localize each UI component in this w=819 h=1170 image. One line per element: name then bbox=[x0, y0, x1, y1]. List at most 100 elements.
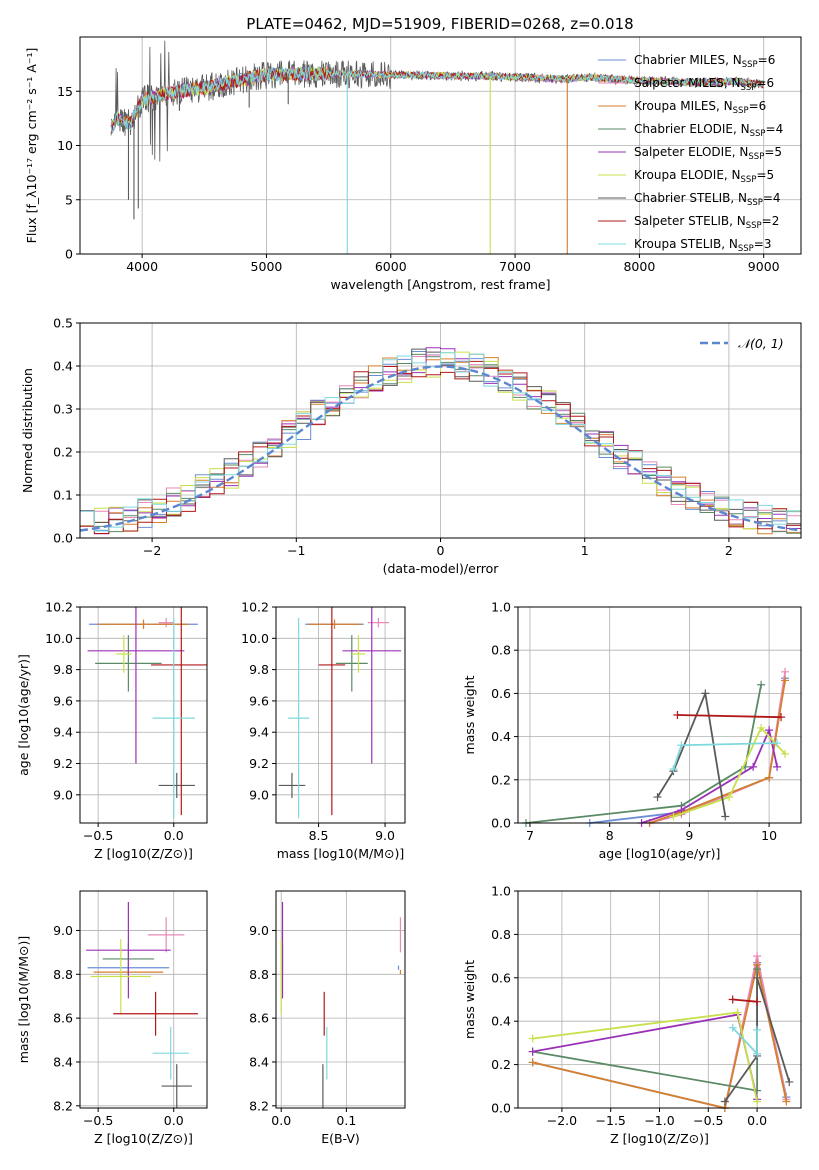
plot-area bbox=[80, 891, 207, 1108]
tick-label-y: 0.6 bbox=[491, 970, 511, 985]
weight-vs-metallicity-panel: −2.0 −1.5 −1.0 −0.5 0.0 0.0 0.2 0.4 0.6 0.8 1.0 Z [… bbox=[462, 884, 802, 1146]
weight-point bbox=[749, 762, 758, 771]
weight-point bbox=[653, 793, 662, 802]
plot-area bbox=[80, 607, 207, 823]
weight-series-line bbox=[525, 684, 762, 824]
tick-label-y: 10.0 bbox=[241, 631, 269, 646]
legend-value: =4 bbox=[763, 191, 781, 205]
tick-label-x: 6000 bbox=[375, 259, 407, 274]
weight-lines bbox=[528, 952, 794, 1112]
legend-value: =4 bbox=[766, 122, 784, 136]
y-axis-label: mass [log10(M/M⊙)] bbox=[16, 936, 31, 1064]
tick-label-y: 9.0 bbox=[249, 787, 269, 802]
tick-label-x: 5000 bbox=[251, 259, 283, 274]
tick-label-x: 8 bbox=[606, 828, 614, 843]
tick-label-y: 10 bbox=[57, 138, 73, 153]
tick-label-y: 10.2 bbox=[241, 600, 269, 615]
tick-label-x: −0.5 bbox=[693, 1113, 723, 1128]
weight-point bbox=[669, 765, 678, 773]
error-bars bbox=[86, 901, 198, 1108]
weight-vs-age-panel: 7 8 9 10 0.0 0.2 0.4 0.6 0.8 1.0 age [log10(age/yr… bbox=[462, 600, 802, 861]
tick-label-y: 1.0 bbox=[491, 600, 511, 615]
tick-label-y: 0.4 bbox=[491, 1014, 511, 1029]
weight-point bbox=[753, 973, 762, 982]
legend-subscript: SSP bbox=[748, 152, 764, 162]
tick-label-y: 9.0 bbox=[249, 923, 269, 938]
tick-label-y: 0.1 bbox=[53, 488, 73, 503]
legend-entry: Kroupa ELODIE, NSSP=5 bbox=[634, 168, 774, 185]
weight-point bbox=[773, 762, 782, 771]
weight-point bbox=[782, 1097, 791, 1106]
tick-label-x: −1 bbox=[287, 543, 305, 558]
weight-point bbox=[528, 1047, 537, 1056]
tick-label-x: 0.1 bbox=[336, 1113, 356, 1128]
tick-label-y: 9.0 bbox=[53, 923, 73, 938]
grid bbox=[80, 891, 207, 1108]
weight-point bbox=[673, 711, 682, 719]
legend-subscript: SSP bbox=[738, 244, 754, 254]
tick-label-y: 0.0 bbox=[491, 1101, 511, 1116]
weight-series-line bbox=[724, 977, 791, 1103]
legend-value: =6 bbox=[749, 99, 767, 113]
legend-subscript: SSP bbox=[750, 129, 766, 139]
tick-label-x: 10 bbox=[761, 828, 777, 843]
weight-point bbox=[753, 1049, 762, 1058]
tick-label-y: 0.4 bbox=[491, 729, 511, 744]
weight-series-line bbox=[656, 690, 727, 817]
legend-entry: Salpeter STELIB, NSSP=2 bbox=[634, 214, 779, 231]
tick-label-y: 0.0 bbox=[53, 531, 73, 546]
weight-lines bbox=[521, 667, 790, 827]
age-vs-mass-panel: 8.5 9.0 9.0 9.2 9.4 9.6 9.8 10.0 10.2 mass [log10… bbox=[241, 600, 406, 861]
weight-point bbox=[773, 739, 782, 748]
tick-label-x: 0.0 bbox=[164, 828, 184, 843]
legend-entry: 𝒩(0, 1) bbox=[738, 336, 784, 351]
age-vs-metallicity-panel: −0.5 0.0 9.0 9.2 9.4 9.6 9.8 10.0 10.2 Z [log10(Z… bbox=[16, 600, 208, 861]
tick-label-y: 8.4 bbox=[53, 1054, 73, 1069]
residuals-panel: −2 −1 0 1 2 0.0 0.1 0.2 0.3 0.4 0.5 (data-model)/er… bbox=[20, 316, 802, 576]
tick-label-y: 1.0 bbox=[491, 884, 511, 899]
tick-label-x: 7 bbox=[526, 828, 534, 843]
legend-entry: Chabrier STELIB, NSSP=4 bbox=[634, 191, 781, 208]
weight-point bbox=[721, 812, 730, 821]
tick-label-x: −2 bbox=[143, 543, 161, 558]
legend-entry: Chabrier ELODIE, NSSP=4 bbox=[634, 122, 783, 139]
tick-label-y: 8.4 bbox=[249, 1054, 269, 1069]
weight-point bbox=[753, 997, 762, 1006]
axes-frame bbox=[275, 890, 406, 1109]
tick-label-y: 0.2 bbox=[491, 772, 511, 787]
tick-label-y: 9.4 bbox=[53, 725, 73, 740]
error-bars bbox=[278, 607, 402, 819]
weight-point bbox=[669, 812, 678, 821]
tick-label-x: 9 bbox=[685, 828, 693, 843]
tick-label-y: 8.6 bbox=[249, 1011, 269, 1026]
tick-label-y: 0.2 bbox=[53, 445, 73, 460]
mass-vs-ebv-panel: 0.0 0.1 8.2 8.4 8.6 8.8 9.0 E(B-V) bbox=[249, 890, 406, 1146]
legend-subscript: SSP bbox=[746, 221, 762, 231]
error-bars bbox=[87, 607, 207, 819]
weight-point bbox=[701, 689, 710, 698]
error-bars bbox=[280, 901, 402, 1108]
spectrum-lines bbox=[110, 40, 765, 254]
histograms bbox=[80, 347, 801, 535]
weight-point bbox=[765, 726, 774, 735]
y-axis-label: mass weight bbox=[462, 960, 477, 1039]
tick-label-y: 9.0 bbox=[53, 787, 73, 802]
tick-label-x: −1.5 bbox=[596, 1113, 626, 1128]
tick-label-y: 9.2 bbox=[249, 756, 269, 771]
tick-label-y: 0.4 bbox=[53, 359, 73, 374]
x-axis-label: E(B-V) bbox=[321, 1131, 360, 1146]
axes-frame bbox=[517, 606, 802, 824]
weight-point bbox=[528, 1034, 537, 1043]
weight-point bbox=[725, 793, 734, 802]
weight-point bbox=[757, 680, 766, 689]
tick-label-x: 2 bbox=[725, 543, 733, 558]
legend-subscript: SSP bbox=[741, 175, 757, 185]
weight-point bbox=[757, 723, 766, 732]
tick-label-x: 8.5 bbox=[309, 828, 329, 843]
y-axis-label: Normed distribution bbox=[20, 368, 35, 493]
legend-value: =3 bbox=[754, 237, 772, 251]
weight-point bbox=[728, 995, 737, 1004]
tick-label-y: 9.2 bbox=[53, 756, 73, 771]
axes-frame bbox=[79, 890, 208, 1109]
weight-point bbox=[753, 965, 762, 974]
